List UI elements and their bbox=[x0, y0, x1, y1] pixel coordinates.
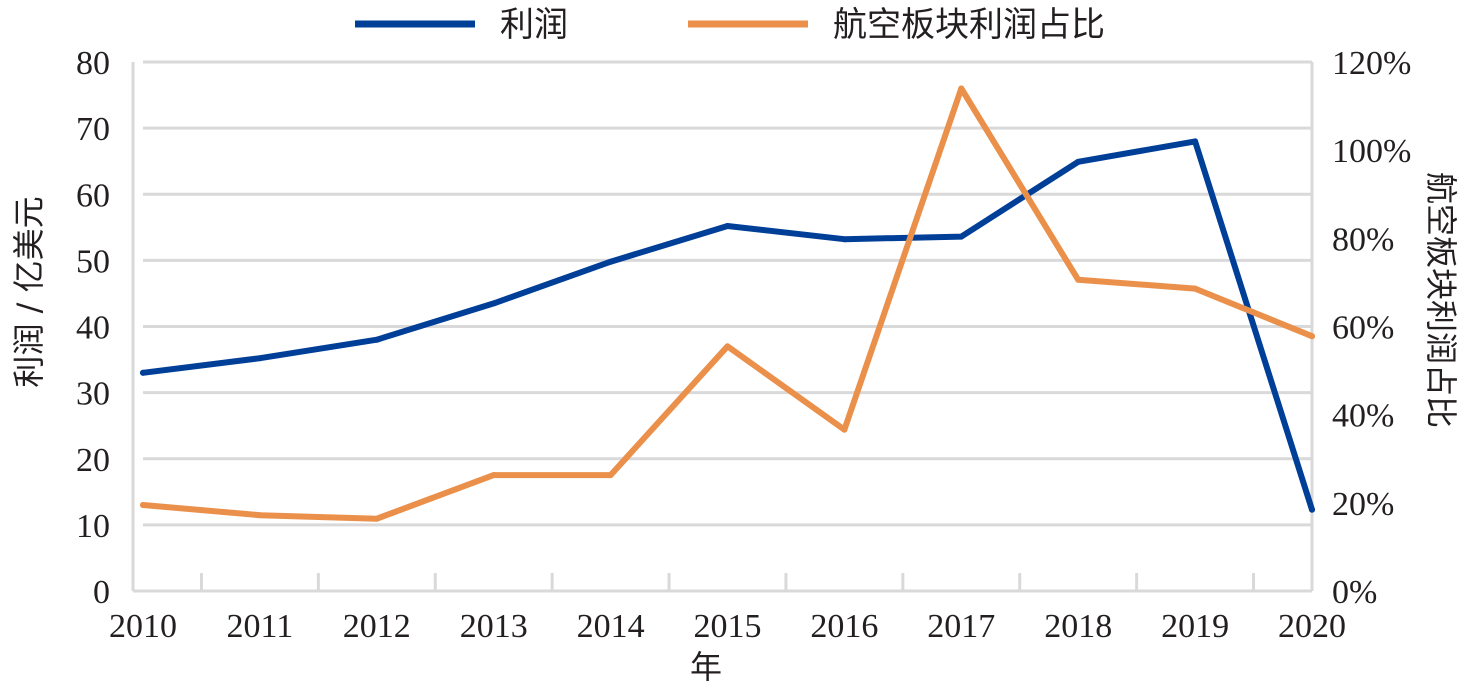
y-tick-left: 50 bbox=[76, 243, 110, 280]
y-tick-left: 40 bbox=[76, 310, 110, 347]
y-tick-left: 80 bbox=[76, 45, 110, 82]
y-tick-right: 80% bbox=[1332, 221, 1394, 258]
x-tick-label: 2011 bbox=[227, 608, 294, 645]
y-tick-right: 100% bbox=[1332, 133, 1411, 170]
data-point bbox=[724, 222, 731, 229]
legend: 利润 航空板块利润占比 bbox=[355, 5, 1105, 45]
data-point bbox=[1192, 285, 1199, 292]
left-y-tick-labels: 0 10 20 30 40 50 60 70 80 bbox=[76, 45, 110, 611]
data-point bbox=[724, 343, 731, 350]
data-point bbox=[140, 369, 146, 376]
y-axis-title-left: 利润 / 亿美元 bbox=[10, 196, 48, 387]
right-y-tick-labels: 0% 20% 40% 60% 80% 100% 120% bbox=[1332, 45, 1411, 611]
x-tick-label: 2017 bbox=[927, 608, 995, 645]
y-tick-left: 30 bbox=[76, 376, 110, 413]
y-tick-left: 20 bbox=[76, 442, 110, 479]
gridlines bbox=[143, 60, 1312, 527]
data-point bbox=[1309, 506, 1315, 513]
x-tick-label: 2013 bbox=[460, 608, 528, 645]
data-point bbox=[373, 515, 380, 522]
data-point bbox=[256, 355, 263, 362]
y-tick-right: 20% bbox=[1332, 486, 1394, 523]
x-tick-labels: 2010 2011 2012 2013 2014 2015 2016 2017 2018 2019… bbox=[109, 608, 1346, 645]
data-point bbox=[958, 85, 965, 92]
x-tick-label: 2018 bbox=[1044, 608, 1112, 645]
data-point bbox=[841, 236, 848, 243]
y-axis-title-right: 航空板块利润占比 bbox=[1422, 172, 1460, 428]
y-tick-right: 120% bbox=[1332, 45, 1411, 82]
x-axis-title: 年 bbox=[690, 648, 722, 686]
x-tick-label: 2020 bbox=[1278, 608, 1346, 645]
data-point bbox=[1075, 158, 1082, 165]
y-tick-left: 0 bbox=[93, 574, 110, 611]
y-tick-left: 60 bbox=[76, 177, 110, 214]
data-point bbox=[958, 233, 965, 240]
y-tick-right: 60% bbox=[1332, 310, 1394, 347]
data-point bbox=[607, 472, 614, 479]
data-point bbox=[490, 300, 497, 307]
data-point bbox=[1075, 276, 1082, 283]
data-point bbox=[607, 258, 614, 265]
x-tick-label: 2014 bbox=[577, 608, 645, 645]
data-point bbox=[140, 502, 146, 509]
data-point bbox=[841, 426, 848, 433]
data-point bbox=[256, 512, 263, 519]
series-lines bbox=[140, 85, 1315, 522]
data-point bbox=[1192, 138, 1199, 145]
data-point bbox=[490, 472, 497, 479]
x-tick-label: 2010 bbox=[109, 608, 177, 645]
x-tick-label: 2019 bbox=[1161, 608, 1229, 645]
x-tick-label: 2016 bbox=[810, 608, 878, 645]
y-tick-left: 10 bbox=[76, 508, 110, 545]
y-tick-left: 70 bbox=[76, 111, 110, 148]
x-tick-label: 2012 bbox=[343, 608, 411, 645]
y-tick-right: 0% bbox=[1332, 574, 1377, 611]
x-tick-label: 2015 bbox=[694, 608, 762, 645]
data-point bbox=[1309, 333, 1315, 340]
legend-label-profit: 利润 bbox=[500, 5, 568, 45]
data-point bbox=[373, 336, 380, 343]
legend-label-aviation-share: 航空板块利润占比 bbox=[833, 5, 1105, 45]
y-tick-right: 40% bbox=[1332, 398, 1394, 435]
